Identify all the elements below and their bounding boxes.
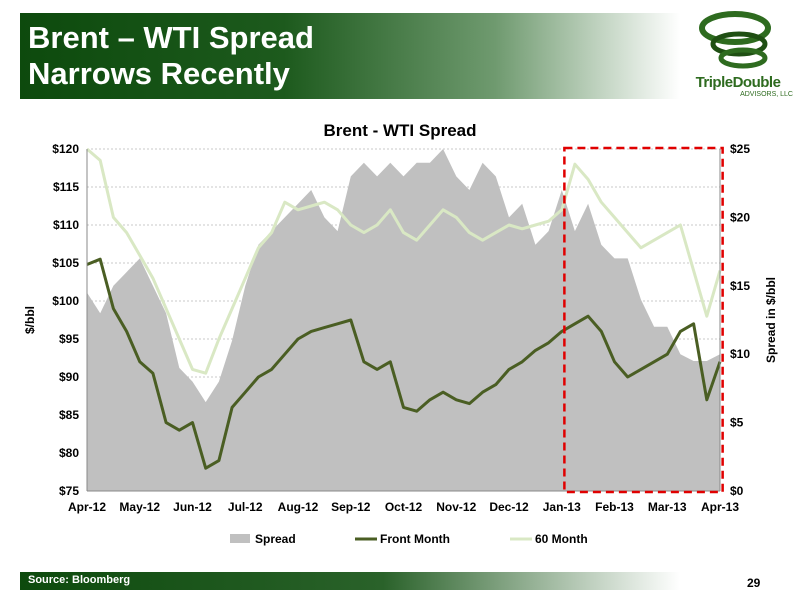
chart-title: Brent - WTI Spread [323,121,476,140]
source-note: Source: Bloomberg [28,574,131,586]
x-tick-label: Jan-13 [543,500,581,514]
y-tick-label: $105 [52,256,79,270]
y-tick-label: $100 [52,294,79,308]
y-tick-label: $85 [59,408,79,422]
x-tick-label: Oct-12 [385,500,423,514]
legend-swatch-spread [230,534,250,543]
x-tick-label: Aug-12 [278,500,319,514]
y2-tick-label: $25 [730,142,750,156]
legend-label: Front Month [380,532,450,546]
x-tick-label: Mar-13 [648,500,687,514]
y-tick-label: $110 [53,218,79,232]
x-tick-label: Dec-12 [489,500,529,514]
company-logo: TripleDouble ADVISORS, LLC [683,8,793,106]
series-front-month-line [86,257,722,470]
x-tick-label: Nov-12 [436,500,476,514]
page-number: 29 [747,576,761,590]
logo-swirl-icon [699,11,771,69]
y-tick-label: $115 [53,180,79,194]
y-tick-label: $120 [52,142,79,156]
y2-tick-label: $10 [730,347,750,361]
slide-title-line-2: Narrows Recently [28,56,290,91]
y2-tick-label: $5 [730,416,744,430]
x-tick-label: Jun-12 [173,500,212,514]
highlight-box [563,146,724,494]
y2-tick-label: $0 [730,484,744,498]
series-60-month-line [86,147,722,375]
y2-tick-label: $20 [730,210,750,224]
legend-label: Spread [255,532,296,546]
x-tick-label: Sep-12 [331,500,371,514]
y-tick-label: $75 [59,484,79,498]
y2-axis-label: Spread in $/bbl [764,277,778,363]
slide-title-line-1: Brent – WTI Spread [28,20,314,55]
y-tick-label: $80 [59,446,79,460]
logo-wordmark: TripleDouble [695,74,781,91]
logo-tagline: ADVISORS, LLC [740,91,793,98]
x-tick-label: May-12 [119,500,160,514]
footer-bar: Source: Bloomberg [20,572,680,590]
series-spread-area [87,149,720,491]
y-axis-label: $/bbl [23,306,37,334]
x-tick-label: Apr-13 [701,500,739,514]
spread-chart: Brent - WTI Spread $75 $80 $85 $90 $95 $100 $10… [23,121,778,546]
y-tick-label: $95 [59,332,79,346]
x-tick-label: Feb-13 [595,500,634,514]
legend-label: 60 Month [535,532,588,546]
title-banner: Brent – WTI Spread Narrows Recently [20,13,680,99]
y-tick-label: $90 [59,370,79,384]
x-tick-label: Jul-12 [228,500,263,514]
x-tick-label: Apr-12 [68,500,106,514]
y2-tick-label: $15 [730,279,750,293]
